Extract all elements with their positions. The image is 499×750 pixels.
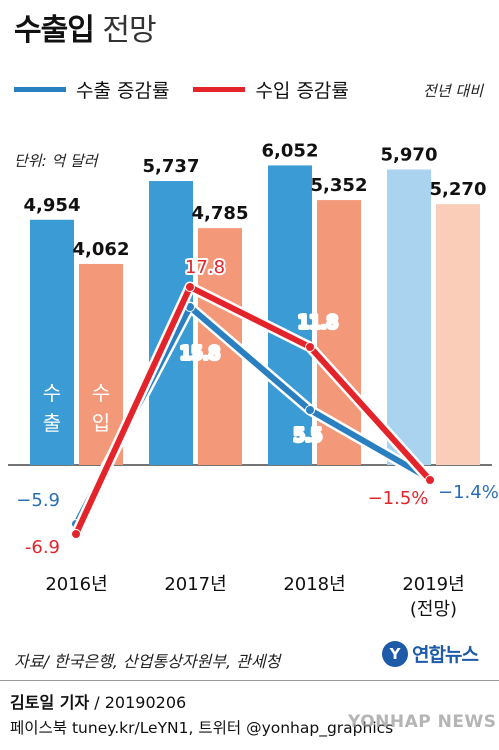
legend-export-label: 수출 증감률 <box>76 79 170 102</box>
export-bar-value: 4,954 <box>24 195 81 216</box>
import-growth-label: 17.8 <box>185 257 225 278</box>
export-growth-label: 15.8 <box>180 343 220 364</box>
x-tick-label: 2019년 <box>402 574 464 595</box>
x-tick-label: 2017년 <box>164 574 226 595</box>
legend-export: 수출 증감률 <box>14 76 169 103</box>
page-title: 수출입 전망 <box>14 13 157 48</box>
import-growth-line <box>73 284 433 537</box>
import-bar-value: 5,352 <box>311 175 368 196</box>
export-bar <box>268 165 312 465</box>
legend-export-swatch <box>14 86 66 92</box>
title-main: 수출입 <box>14 13 95 48</box>
export-bar-caption: 수 <box>43 381 61 405</box>
import-growth-line-point <box>425 475 435 485</box>
export-bar <box>30 219 74 465</box>
export-bar <box>387 169 431 466</box>
import-bar <box>436 204 480 465</box>
legend-import-swatch <box>193 86 246 92</box>
chart-area: 4,954 4,062 2016년 5,737 4,785 2017년 6,052 5,352… <box>8 140 499 620</box>
credit-line: 김토일 기자 / 20190206 <box>10 689 186 713</box>
legend: 수출 증감률 수입 증감률 <box>14 76 373 103</box>
yonhap-logo: Y 연합뉴스 <box>382 640 479 667</box>
x-tick-label: (전망) <box>410 599 457 620</box>
import-growth-line-point <box>71 529 81 539</box>
title-sub: 전망 <box>102 13 156 48</box>
export-bar-value: 5,737 <box>143 156 200 177</box>
import-growth-line-point <box>185 282 195 292</box>
export-growth-label: −5.9 <box>16 490 60 511</box>
legend-import: 수입 증감률 <box>193 76 349 103</box>
legend-note: 전년 대비 <box>423 82 483 100</box>
reporter-name: 김토일 기자 <box>10 693 90 712</box>
unit-label: 단위: 억 달러 <box>14 152 98 170</box>
export-growth-line-point <box>305 405 315 415</box>
import-bar <box>79 263 123 465</box>
export-growth-label: −1.4% <box>438 482 499 503</box>
import-growth-label: -6.9 <box>25 537 60 558</box>
yonhap-logo-icon: Y <box>382 640 408 667</box>
divider <box>0 680 499 681</box>
import-bar-value: 4,785 <box>192 203 249 224</box>
legend-import-label: 수입 증감률 <box>255 79 349 102</box>
x-tick-label: 2018년 <box>283 574 345 595</box>
export-bar-caption: 출 <box>43 411 61 435</box>
watermark: YONHAP NEWS <box>348 712 497 732</box>
import-bar-value: 5,270 <box>430 179 487 200</box>
social-links: 페이스북 tuney.kr/LeYN1, 트위터 @yonhap_graphic… <box>10 719 394 737</box>
import-bar-caption: 수 <box>92 381 110 405</box>
import-bar-caption: 입 <box>92 411 110 435</box>
publish-date: / 20190206 <box>89 693 187 712</box>
import-growth-label: 11.8 <box>298 312 338 333</box>
x-tick-label: 2016년 <box>45 574 107 595</box>
export-growth-label: 5.5 <box>294 425 323 446</box>
export-bar-value: 5,970 <box>381 144 438 165</box>
import-bar-value: 4,062 <box>73 239 130 260</box>
import-growth-line-point <box>305 342 315 352</box>
export-bar-value: 6,052 <box>262 140 319 161</box>
import-growth-label: −1.5% <box>368 488 429 509</box>
yonhap-logo-text: 연합뉴스 <box>412 644 479 666</box>
source-note: 자료/ 한국은행, 산업통상자원부, 관세청 <box>14 652 281 671</box>
